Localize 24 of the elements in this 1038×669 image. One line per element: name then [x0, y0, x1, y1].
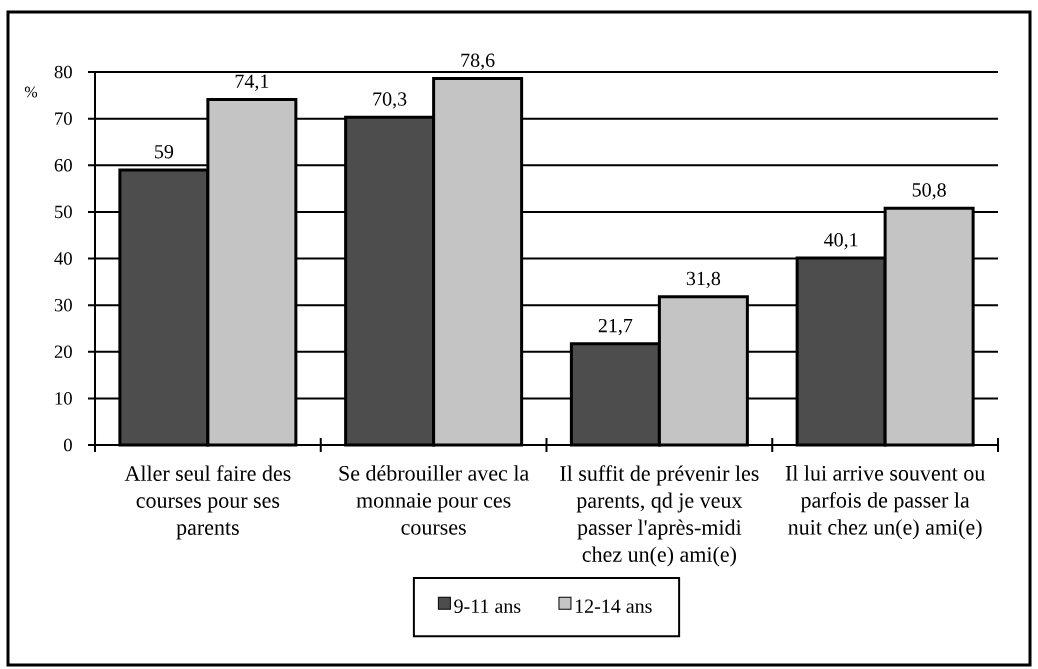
x-tick-label: Aller seul faire des courses pour ses parents: [124, 465, 291, 540]
data-label: 59: [155, 144, 174, 159]
y-tick-label: 50: [55, 205, 72, 219]
y-tick-label: 40: [54, 252, 72, 265]
y-tick-label: 20: [54, 345, 72, 359]
legend-label: 9-11 ans: [454, 599, 521, 613]
data-label: 78,6: [461, 53, 495, 70]
y-tick-label: 0: [64, 438, 72, 452]
data-label: 21,7: [598, 318, 633, 336]
data-label: 40,1: [824, 233, 858, 250]
data-label: 70,3: [373, 92, 407, 109]
data-label: 31,8: [686, 271, 721, 289]
legend-label: 12-14 ans: [575, 599, 652, 613]
y-axis-title: %: [24, 86, 38, 98]
x-tick-label: Il lui arrive souvent ou parfois de passer la nuit chez un(e) ami(e): [785, 465, 985, 540]
x-tick-label: Il suffit de prévenir les parents, qd je veux passer l'après-midi chez un(e) ami(e): [560, 465, 759, 567]
y-tick-label: 60: [54, 158, 72, 172]
data-label: 74,1: [235, 74, 269, 91]
y-tick-label: 30: [54, 298, 72, 312]
data-label: 50,8: [912, 183, 946, 200]
y-tick-label: 10: [55, 392, 72, 405]
x-tick-label: Se débrouiller avec la monnaie pour ces courses: [339, 465, 529, 535]
y-tick-label: 70: [55, 112, 72, 125]
y-tick-label: 80: [54, 65, 72, 79]
